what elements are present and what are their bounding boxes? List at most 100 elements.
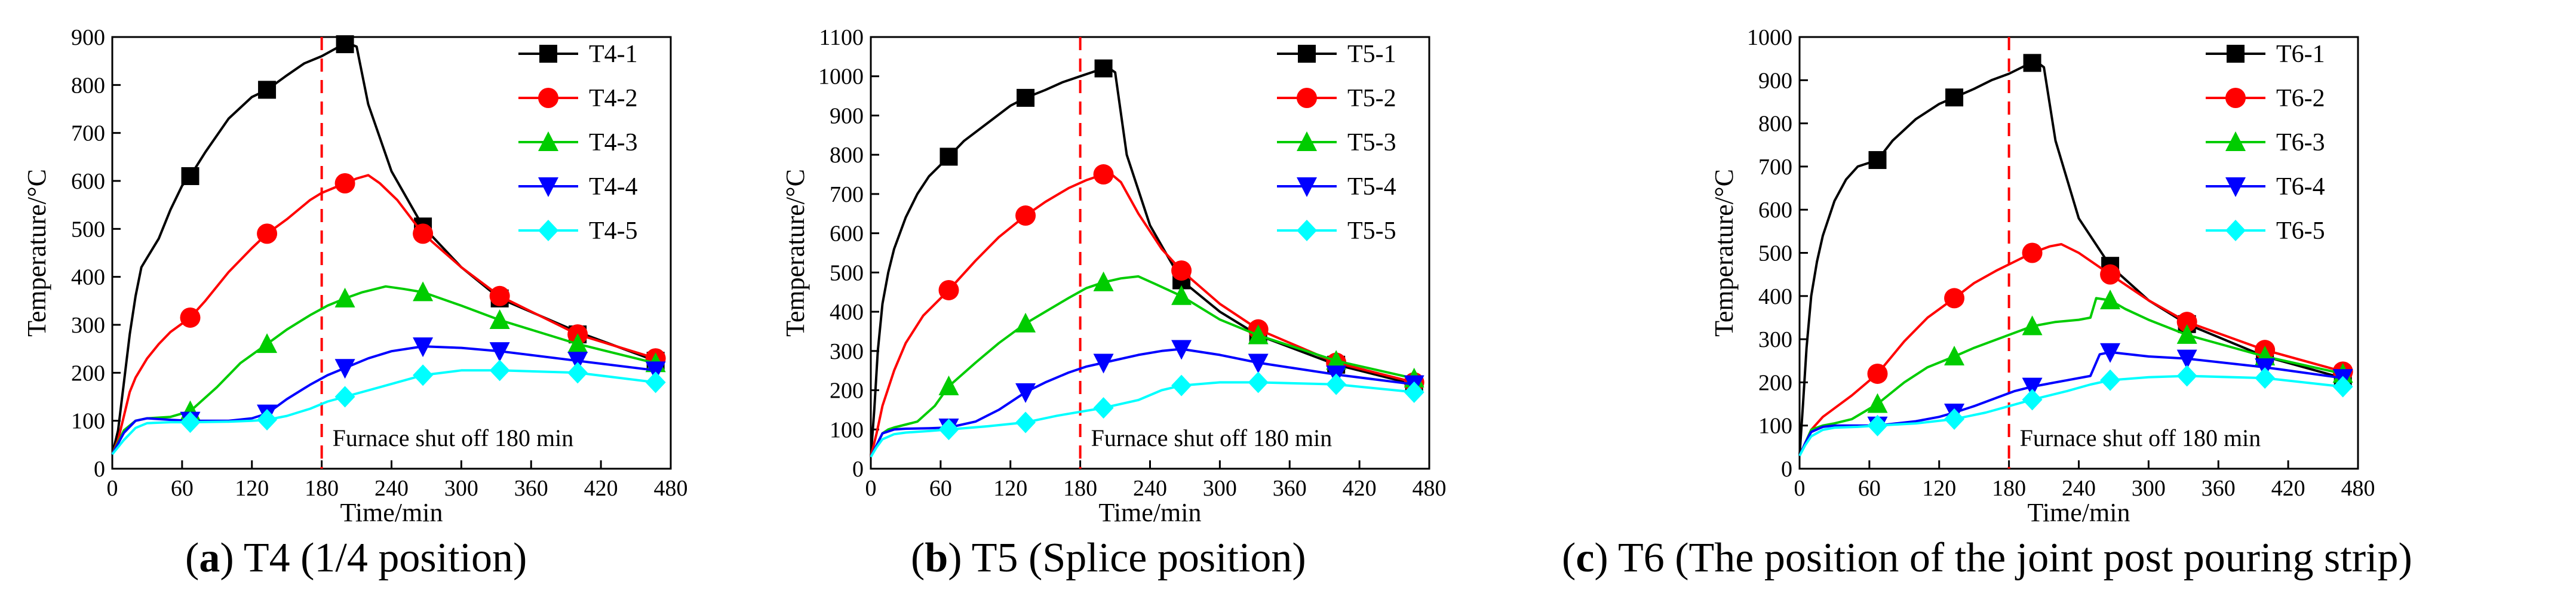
data-point bbox=[334, 359, 355, 379]
y-tick-label: 800 bbox=[1758, 112, 1792, 137]
legend-marker bbox=[538, 88, 558, 108]
data-point bbox=[2176, 324, 2197, 344]
y-tick-label: 400 bbox=[71, 265, 105, 290]
data-point bbox=[1017, 88, 1035, 107]
legend-label: T5-3 bbox=[1347, 129, 1396, 156]
data-point bbox=[1015, 411, 1036, 433]
data-point bbox=[2022, 377, 2043, 398]
data-point bbox=[2255, 367, 2276, 389]
data-point bbox=[1015, 312, 1036, 333]
data-point bbox=[1015, 383, 1036, 403]
y-tick-label: 900 bbox=[1758, 68, 1792, 93]
x-tick-label: 240 bbox=[2062, 476, 2096, 501]
series-T5-5 bbox=[870, 371, 1424, 458]
y-tick-label: 0 bbox=[1781, 457, 1792, 482]
series-T6-3 bbox=[1798, 290, 2353, 457]
legend-marker bbox=[2225, 88, 2246, 108]
y-axis-label: Temperature/°C bbox=[22, 169, 51, 337]
data-point bbox=[1944, 346, 1965, 366]
series-T5-3 bbox=[870, 271, 1424, 458]
x-axis-label: Time/min bbox=[2028, 498, 2130, 527]
data-point bbox=[336, 35, 354, 54]
x-tick-label: 0 bbox=[107, 476, 118, 501]
x-tick-label: 240 bbox=[1133, 476, 1167, 501]
data-point bbox=[567, 362, 588, 384]
data-point bbox=[1093, 353, 1114, 374]
series-line bbox=[1798, 297, 2344, 457]
data-point bbox=[257, 223, 278, 244]
legend-marker bbox=[1297, 177, 1317, 197]
legend: T6-1 T6-2 T6-3 T6-4 T6-5 bbox=[2206, 41, 2325, 245]
series-line bbox=[870, 348, 1414, 458]
y-tick-label: 600 bbox=[830, 222, 864, 247]
y-tick-label: 500 bbox=[1758, 241, 1792, 266]
legend-label: T6-1 bbox=[2276, 41, 2325, 68]
data-point bbox=[938, 279, 959, 300]
data-point bbox=[2022, 242, 2043, 263]
x-tick-label: 240 bbox=[374, 476, 409, 501]
y-tick-label: 200 bbox=[830, 379, 864, 404]
series-line bbox=[111, 345, 656, 455]
data-point bbox=[1867, 414, 1888, 436]
series-line bbox=[1798, 243, 2344, 457]
data-point bbox=[1171, 285, 1192, 305]
series-T4-4 bbox=[111, 337, 666, 455]
caption-a-open: ( bbox=[185, 535, 199, 581]
series-line bbox=[111, 369, 656, 456]
caption-c: (c) T6 (The position of the joint post p… bbox=[1562, 534, 2412, 582]
legend-marker bbox=[538, 220, 558, 241]
caption-c-text: T6 (The position of the joint post pouri… bbox=[1608, 535, 2399, 581]
legend: T5-1 T5-2 T5-3 T5-4 T5-5 bbox=[1277, 41, 1396, 245]
data-point bbox=[1944, 408, 1965, 430]
legend-label: T5-4 bbox=[1347, 173, 1396, 201]
data-point bbox=[489, 285, 510, 306]
legend-label: T4-4 bbox=[589, 173, 638, 201]
data-point bbox=[1867, 393, 1888, 413]
data-point bbox=[2022, 315, 2043, 336]
y-tick-label: 600 bbox=[71, 169, 105, 194]
data-point bbox=[1248, 324, 1269, 345]
legend-label: T4-5 bbox=[589, 217, 638, 245]
y-tick-label: 600 bbox=[1758, 198, 1792, 223]
y-tick-label: 200 bbox=[71, 361, 105, 386]
y-tick-label: 800 bbox=[830, 143, 864, 168]
x-tick-label: 60 bbox=[1858, 476, 1881, 501]
y-tick-label: 900 bbox=[71, 25, 105, 50]
series-line bbox=[1798, 350, 2343, 457]
x-axis-label: Time/min bbox=[1099, 498, 1202, 527]
data-point bbox=[1093, 397, 1114, 419]
x-tick-label: 420 bbox=[2271, 476, 2305, 501]
data-point bbox=[257, 409, 278, 431]
x-tick-label: 180 bbox=[305, 476, 339, 501]
legend-label: T6-3 bbox=[2276, 129, 2325, 156]
y-axis-label: Temperature/°C bbox=[1709, 169, 1739, 337]
caption-b-close: ) bbox=[948, 535, 962, 581]
data-point bbox=[1404, 381, 1424, 403]
caption-b-letter: b bbox=[925, 535, 948, 581]
y-tick-label: 0 bbox=[94, 457, 105, 482]
data-point bbox=[567, 333, 588, 353]
y-tick-label: 400 bbox=[830, 300, 864, 325]
x-tick-label: 120 bbox=[1922, 476, 1956, 501]
data-point bbox=[180, 411, 201, 433]
caption-c-close-end: ) bbox=[2398, 535, 2412, 581]
data-point bbox=[489, 309, 510, 329]
data-point bbox=[938, 375, 959, 395]
legend-marker bbox=[2225, 131, 2246, 151]
legend-label: T6-4 bbox=[2276, 173, 2325, 201]
data-point bbox=[1015, 205, 1036, 226]
chart-a: 0 100 200 300 400 500 600 700 800 900 0 60 120 180 240… bbox=[22, 25, 688, 527]
y-tick-label: 100 bbox=[830, 417, 864, 442]
data-point bbox=[1868, 151, 1887, 170]
data-point bbox=[181, 167, 199, 185]
legend-marker bbox=[2227, 45, 2245, 63]
y-axis-label: Temperature/°C bbox=[781, 169, 810, 337]
data-point bbox=[180, 307, 201, 328]
data-point bbox=[1248, 353, 1269, 374]
data-point bbox=[489, 342, 510, 362]
legend-label: T4-2 bbox=[589, 85, 638, 112]
y-tick-label: 900 bbox=[830, 103, 864, 128]
series-line bbox=[1798, 61, 2344, 456]
plot-frame bbox=[870, 36, 1430, 470]
series-line bbox=[870, 381, 1414, 458]
